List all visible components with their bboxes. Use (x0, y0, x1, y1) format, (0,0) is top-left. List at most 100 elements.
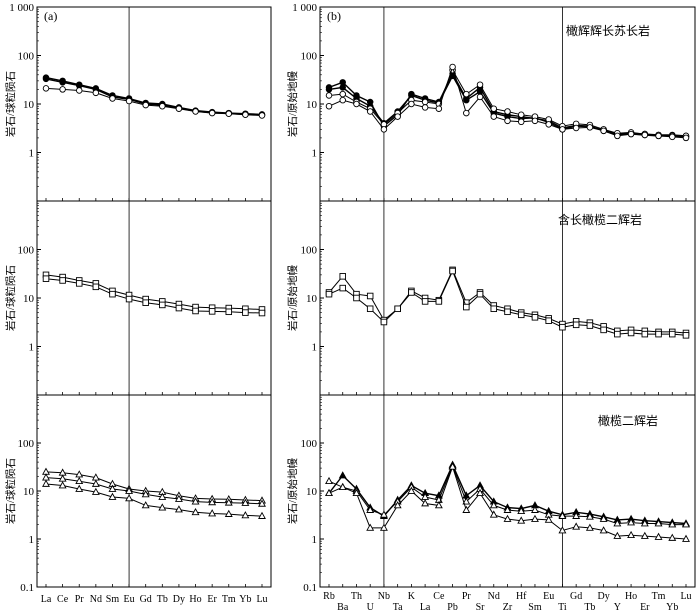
data-point-right (585, 523, 594, 531)
x-tick-label-right: Th (351, 591, 362, 602)
data-point-right (421, 499, 430, 507)
x-tick-label-right: Rb (323, 591, 335, 602)
data-point-right (682, 134, 690, 142)
data-point-right (640, 519, 649, 527)
data-point-right (614, 330, 621, 338)
panel-frame-left-3 (36, 394, 272, 588)
data-point-left (141, 490, 150, 498)
data-point-left (159, 102, 166, 110)
data-point-right (394, 305, 401, 313)
data-point-right (655, 132, 662, 140)
y-tick-label-right: 10 (306, 99, 318, 111)
data-point-right (325, 488, 333, 497)
rock-type-label: 含长橄榄二辉岩 (558, 212, 642, 227)
data-point-right (545, 121, 552, 128)
data-point-right (338, 482, 347, 491)
data-point-right (530, 514, 539, 522)
data-point-right (572, 124, 580, 132)
data-point-left (125, 486, 134, 494)
data-point-right (545, 317, 552, 324)
data-point-right (325, 92, 333, 99)
data-point-right (463, 109, 470, 117)
data-point-right (572, 511, 581, 519)
data-point-left (241, 511, 250, 519)
x-tick-label-right: Gd (570, 591, 582, 602)
series-line-left (45, 483, 263, 517)
data-point-left (159, 301, 166, 309)
data-point-left (225, 308, 233, 316)
data-point-right (517, 311, 525, 319)
data-point-right (613, 519, 622, 527)
data-point-right (572, 321, 580, 329)
x-tick-label-right: Sm (528, 602, 542, 613)
data-point-left (125, 295, 133, 303)
data-point-right (339, 284, 346, 292)
data-point-right (394, 113, 401, 120)
data-point-right (393, 501, 402, 509)
x-tick-label-right: Nd (488, 591, 500, 602)
data-point-left (242, 111, 249, 119)
x-tick-label-right: Sr (476, 602, 486, 613)
data-point-right (641, 330, 649, 338)
y-tick-label-left: 1 (29, 342, 35, 354)
y-axis-label-left: 岩石/球粒陨石 (4, 71, 17, 137)
data-point-right (490, 305, 498, 313)
data-point-right (614, 132, 621, 140)
y-tick-label-right: 1 (312, 148, 318, 160)
data-point-left (141, 501, 150, 509)
y-tick-label-right: 10 (306, 486, 318, 498)
y-axis-label-right: 岩石/原始地幔 (286, 265, 299, 331)
data-point-right (504, 108, 511, 115)
y-tick-label-left: 1 000 (9, 2, 34, 14)
data-point-right (517, 111, 525, 119)
data-point-right (654, 532, 663, 540)
data-point-left (174, 494, 183, 502)
y-tick-label-right: 10 (306, 293, 318, 305)
data-point-right (380, 126, 388, 133)
data-point-right (586, 124, 594, 131)
data-point-right (531, 314, 539, 321)
data-point-right (338, 471, 347, 479)
x-tick-label-left: Ho (189, 594, 201, 605)
y-tick-label-left: 100 (18, 438, 35, 450)
rock-type-label: 橄辉辉长苏长岩 (566, 23, 650, 38)
x-tick-label-right: Pb (447, 602, 458, 613)
data-point-right (353, 100, 360, 108)
x-tick-label-right: Hf (516, 591, 527, 602)
x-tick-label-right: La (420, 602, 431, 613)
y-tick-label-left: 1 (29, 534, 35, 546)
data-point-right (435, 105, 443, 112)
data-point-right (599, 514, 608, 522)
data-point-left (192, 307, 199, 315)
y-axis-label-right: 岩石/原始地幔 (286, 458, 299, 524)
data-point-right (366, 523, 375, 531)
x-tick-label-right: Eu (543, 591, 554, 602)
data-point-left (258, 112, 266, 119)
x-tick-label-left: Dy (173, 594, 185, 605)
data-point-right (489, 510, 498, 518)
data-point-left (258, 309, 266, 317)
data-point-right (325, 102, 333, 110)
data-point-left (91, 487, 100, 495)
data-point-left (42, 275, 50, 282)
data-point-left (109, 290, 116, 298)
data-point-right (366, 108, 374, 115)
data-point-left (174, 505, 183, 513)
x-tick-label-right: K (408, 591, 416, 602)
data-point-right (339, 96, 346, 104)
data-point-left (108, 492, 117, 500)
y-tick-label-right: 100 (301, 51, 318, 63)
y-tick-label-left: 0.1 (20, 582, 34, 594)
data-point-right (558, 526, 567, 534)
x-tick-label-right: Lu (680, 591, 691, 602)
data-point-right (462, 505, 471, 513)
panel-frame-right-2 (319, 200, 696, 396)
x-tick-label-left: Pr (75, 594, 85, 605)
data-point-right (421, 298, 429, 305)
y-tick-label-right: 1 (312, 342, 318, 354)
y-axis-label-right: 岩石/原始地幔 (286, 71, 299, 137)
y-axis-label-left: 岩石/球粒陨石 (4, 458, 17, 524)
data-point-right (517, 506, 526, 515)
data-point-right (627, 518, 636, 526)
data-point-left (109, 95, 116, 102)
